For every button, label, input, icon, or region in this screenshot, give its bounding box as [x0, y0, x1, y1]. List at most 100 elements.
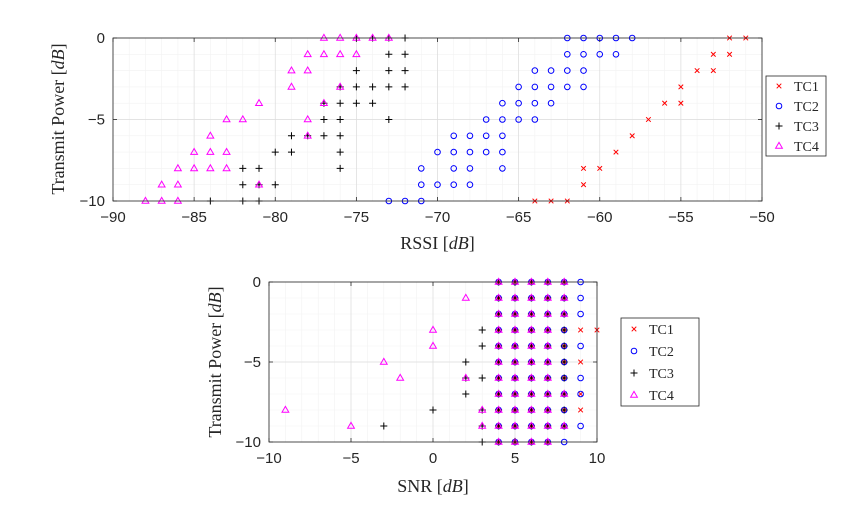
data-point-tc4 [543, 309, 553, 317]
tick-marks [268, 281, 598, 443]
data-point-tc3 [239, 164, 247, 172]
x-tick-label: 10 [589, 450, 606, 467]
data-point-tc4 [527, 421, 536, 429]
data-point-tc2 [596, 51, 604, 58]
data-point-tc4 [335, 33, 345, 41]
data-point-tc2 [466, 181, 474, 188]
tick-marks [112, 37, 763, 202]
data-point-tc3 [462, 358, 470, 366]
data-point-tc4 [494, 357, 503, 365]
data-point-tc4 [527, 389, 536, 397]
legend-box [765, 75, 827, 157]
data-point-tc2 [547, 83, 555, 91]
data-point-tc2 [499, 99, 506, 107]
data-point-tc2 [577, 294, 584, 302]
data-point-tc4 [303, 49, 312, 58]
legend-marker-tc4 [774, 141, 784, 149]
data-point-tc4 [494, 293, 503, 301]
data-point-tc2 [547, 67, 555, 74]
legend-label-tc4: TC4 [794, 140, 819, 155]
data-point-tc2 [564, 83, 571, 91]
data-point-tc4 [303, 65, 312, 74]
data-point-tc3 [287, 148, 295, 156]
data-point-tc3 [369, 99, 377, 107]
data-point-tc4 [287, 82, 296, 90]
data-point-tc4 [494, 277, 503, 285]
data-point-tc4 [141, 196, 150, 204]
legend-marker-tc3 [630, 369, 638, 377]
legend-label-tc4: TC4 [649, 389, 674, 404]
x-tick-label: −10 [256, 450, 281, 467]
data-point-tc1 [678, 100, 684, 106]
data-point-tc3 [369, 83, 377, 91]
data-point-tc4 [157, 196, 166, 204]
data-point-tc4 [494, 325, 503, 333]
data-point-tc2 [417, 165, 425, 172]
data-point-tc2 [450, 181, 458, 188]
legend-label-tc1: TC1 [794, 80, 819, 95]
data-point-tc4 [477, 405, 487, 413]
data-point-tc4 [206, 163, 215, 172]
data-point-tc3 [401, 67, 409, 75]
data-point-tc2 [499, 165, 506, 172]
data-point-tc2 [482, 116, 490, 123]
data-point-tc4 [559, 293, 569, 301]
data-point-tc3 [287, 132, 295, 140]
data-point-tc4 [527, 405, 536, 413]
data-point-tc3 [401, 83, 409, 91]
data-point-tc4 [352, 49, 361, 58]
data-point-tc1 [678, 84, 684, 90]
data-point-tc4 [303, 131, 312, 139]
data-point-tc2 [499, 116, 506, 123]
data-point-tc3 [385, 116, 393, 123]
data-point-tc4 [222, 163, 231, 172]
data-point-tc2 [564, 67, 571, 74]
series-tc4 [141, 33, 394, 204]
data-point-tc4 [527, 309, 536, 317]
data-point-tc2 [450, 165, 458, 172]
data-point-tc1 [597, 165, 603, 172]
data-point-tc4 [173, 180, 183, 188]
data-point-tc4 [335, 49, 345, 58]
data-point-tc1 [577, 327, 584, 333]
data-point-tc4 [494, 309, 503, 317]
data-point-tc3 [401, 50, 409, 58]
data-point-tc4 [543, 373, 553, 381]
data-point-tc3 [380, 422, 388, 430]
data-point-tc4 [510, 389, 520, 397]
data-point-tc4 [173, 196, 183, 204]
legend-label-tc3: TC3 [649, 367, 674, 382]
data-point-tc2 [580, 67, 587, 74]
data-point-tc3 [560, 358, 568, 366]
x-tick-label: 5 [511, 450, 519, 467]
data-point-tc4 [510, 405, 520, 413]
data-point-tc1 [645, 116, 652, 123]
data-point-tc4 [543, 437, 553, 445]
data-point-tc1 [580, 182, 587, 188]
data-point-tc4 [189, 163, 199, 172]
data-point-tc4 [173, 163, 183, 172]
data-point-tc4 [428, 325, 438, 333]
data-point-tc4 [559, 421, 569, 429]
data-point-tc4 [527, 437, 536, 445]
data-point-tc4 [510, 437, 520, 445]
data-point-tc4 [335, 82, 345, 90]
x-axis-label: RSSI [dB] [400, 233, 475, 253]
data-point-tc3 [352, 99, 360, 107]
legend-label-tc3: TC3 [794, 120, 819, 135]
x-tick-label: −80 [263, 209, 288, 226]
data-point-tc2 [515, 99, 522, 107]
data-point-tc4 [527, 325, 536, 333]
data-point-tc3 [478, 374, 486, 382]
data-point-tc4 [494, 373, 503, 381]
series-tc1 [532, 35, 749, 204]
data-point-tc4 [543, 325, 553, 333]
data-point-tc4 [319, 98, 329, 106]
data-point-tc4 [510, 341, 520, 349]
data-point-tc1 [726, 51, 733, 57]
data-point-tc2 [482, 148, 490, 156]
data-point-tc2 [580, 51, 587, 58]
data-point-tc2 [417, 181, 425, 188]
data-point-tc3 [560, 406, 568, 414]
y-axis-label: Transmit Power [dB] [48, 43, 68, 194]
